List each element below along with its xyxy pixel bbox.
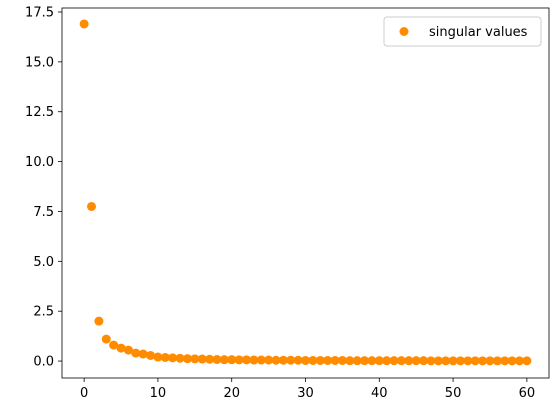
data-point bbox=[249, 355, 259, 365]
plot-frame bbox=[61, 7, 550, 379]
y-axis-ticks: 0.0 2.5 5.0 7.5 10.0 12.5 15.0 17.5 bbox=[25, 5, 62, 370]
y-tick-label: 0.0 bbox=[33, 355, 54, 370]
y-tick-label: 10.0 bbox=[25, 155, 54, 170]
x-tick-label: 10 bbox=[150, 386, 167, 401]
data-point bbox=[389, 356, 399, 366]
data-point bbox=[411, 356, 421, 366]
legend: singular values bbox=[383, 16, 542, 47]
data-point bbox=[182, 354, 192, 364]
data-point bbox=[278, 355, 288, 365]
data-point bbox=[492, 356, 502, 366]
data-point bbox=[168, 353, 178, 363]
plot-area bbox=[62, 8, 549, 378]
data-point bbox=[131, 348, 141, 358]
y-tick-label: 12.5 bbox=[25, 105, 54, 120]
data-point bbox=[404, 356, 414, 366]
data-point bbox=[500, 356, 510, 366]
data-point bbox=[308, 355, 318, 365]
x-tick-label: 30 bbox=[297, 386, 314, 401]
x-tick-label: 20 bbox=[223, 386, 240, 401]
data-point bbox=[426, 356, 436, 366]
data-point bbox=[109, 340, 119, 350]
data-point bbox=[485, 356, 495, 366]
data-point bbox=[101, 334, 111, 344]
data-point bbox=[293, 355, 303, 365]
x-axis-ticks: 0 10 20 30 40 50 60 bbox=[80, 378, 535, 401]
data-point bbox=[419, 356, 429, 366]
data-point bbox=[138, 349, 148, 359]
legend-marker bbox=[399, 27, 409, 36]
data-point bbox=[323, 355, 333, 365]
data-point bbox=[522, 356, 532, 366]
y-tick-label: 15.0 bbox=[25, 55, 54, 70]
data-point bbox=[219, 355, 229, 365]
y-tick-label: 5.0 bbox=[33, 255, 54, 270]
data-point bbox=[94, 316, 104, 326]
data-point bbox=[123, 345, 133, 355]
data-point bbox=[330, 355, 340, 365]
data-point bbox=[175, 353, 185, 363]
data-point bbox=[234, 355, 244, 365]
x-tick-label: 0 bbox=[80, 386, 88, 401]
data-point bbox=[153, 352, 163, 362]
data-point bbox=[315, 355, 325, 365]
x-tick-label: 60 bbox=[519, 386, 536, 401]
x-tick-label: 50 bbox=[445, 386, 462, 401]
data-point bbox=[396, 356, 406, 366]
data-point bbox=[514, 356, 524, 366]
y-tick-label: 17.5 bbox=[25, 5, 54, 20]
y-tick-label: 2.5 bbox=[33, 305, 54, 320]
data-point bbox=[433, 356, 443, 366]
data-point bbox=[160, 352, 170, 362]
data-point bbox=[264, 355, 274, 365]
data-point bbox=[87, 201, 97, 211]
data-point bbox=[271, 355, 281, 365]
data-point bbox=[241, 355, 251, 365]
data-point bbox=[470, 356, 480, 366]
data-point bbox=[345, 356, 355, 366]
data-point bbox=[116, 343, 126, 353]
x-tick-label: 40 bbox=[371, 386, 388, 401]
data-point bbox=[441, 356, 451, 366]
data-point bbox=[146, 350, 156, 360]
data-point bbox=[507, 356, 517, 366]
data-point bbox=[448, 356, 458, 366]
data-point bbox=[463, 356, 473, 366]
data-point bbox=[374, 356, 384, 366]
data-point bbox=[227, 355, 237, 365]
data-point bbox=[352, 356, 362, 366]
y-tick-label: 7.5 bbox=[33, 205, 54, 220]
data-point bbox=[360, 356, 370, 366]
data-point bbox=[301, 355, 310, 365]
data-point bbox=[286, 355, 296, 365]
data-point bbox=[455, 356, 465, 366]
data-point bbox=[197, 354, 207, 364]
data-points bbox=[79, 19, 532, 366]
data-point bbox=[190, 354, 200, 364]
data-point bbox=[382, 356, 392, 366]
data-point bbox=[256, 355, 266, 365]
data-point bbox=[337, 355, 347, 365]
legend-label: singular values bbox=[429, 25, 528, 40]
data-point bbox=[212, 354, 222, 364]
data-point bbox=[205, 354, 215, 364]
data-point bbox=[79, 19, 89, 29]
data-point bbox=[478, 356, 488, 366]
data-point bbox=[367, 356, 377, 366]
legend-box bbox=[383, 16, 542, 47]
